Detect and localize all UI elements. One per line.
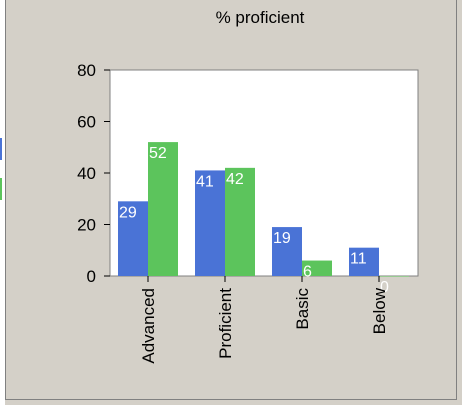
bars-group: 29 52 41 42 19 6 11 0 — [118, 142, 409, 296]
bar-proficient-s1 — [195, 170, 225, 276]
data-label: 42 — [226, 171, 244, 188]
data-label: 11 — [350, 251, 367, 268]
category-label-proficient: Proficient — [216, 288, 235, 359]
y-tick-label: 80 — [77, 61, 96, 80]
x-axis: Advanced Proficient Basic Below — [139, 276, 389, 364]
y-axis: 0 20 40 60 80 — [77, 61, 110, 286]
bar-below-s1 — [349, 247, 379, 276]
left-strip — [0, 0, 5, 405]
chart-title: % proficient — [215, 8, 305, 27]
bar-basic-s1 — [272, 227, 302, 276]
y-tick-label: 60 — [77, 113, 96, 132]
edge-green-mark — [0, 178, 2, 200]
chart-frame — [5, 0, 457, 400]
bar-advanced-s2 — [148, 142, 178, 276]
category-label-below: Below — [370, 287, 389, 334]
bar-proficient-s2 — [225, 167, 255, 276]
category-label-basic: Basic — [293, 288, 312, 330]
data-label: 0 — [380, 279, 389, 296]
y-tick-label: 20 — [77, 216, 96, 235]
category-label-advanced: Advanced — [139, 288, 158, 364]
data-label: 41 — [196, 173, 214, 190]
data-label: 29 — [119, 204, 137, 221]
bar-basic-s2 — [302, 260, 332, 276]
data-label: 19 — [273, 230, 291, 247]
data-label: 6 — [303, 264, 312, 281]
data-label: 52 — [149, 145, 167, 162]
edge-blue-mark — [0, 138, 2, 160]
bar-below-s2 — [379, 276, 409, 277]
y-tick-label: 40 — [77, 164, 96, 183]
bar-advanced-s1 — [118, 201, 148, 276]
y-tick-label: 0 — [87, 267, 96, 286]
